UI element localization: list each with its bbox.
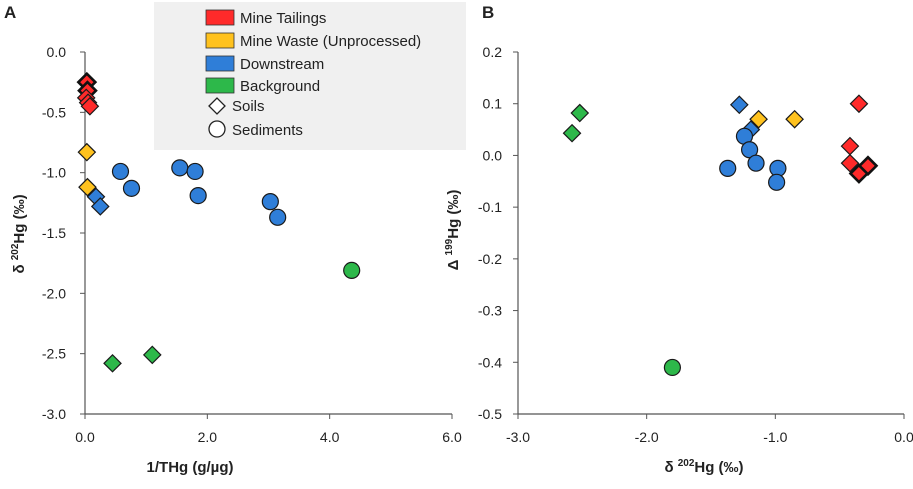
panel-b-y-tick-label: 0.1 xyxy=(483,96,503,112)
panel-a-y-tick-label: -2.0 xyxy=(42,285,66,301)
panel-a-point-background-diamond xyxy=(142,345,162,365)
panel-a-y-tick-label: -0.5 xyxy=(42,104,66,120)
panel-b-y-axis-title: Δ 199Hg (‰) xyxy=(444,190,462,271)
legend-label-soils: Soils xyxy=(232,98,265,115)
panel-a-y-axis-title: δ 202Hg (‰) xyxy=(10,194,28,273)
legend: Mine Tailings Mine Waste (Unprocessed) D… xyxy=(154,2,466,150)
panel-b-y-tick-label: -0.3 xyxy=(478,303,502,319)
panel-b-y-tick-label: -0.4 xyxy=(478,354,502,370)
panel-a-y-tick-label: 0.0 xyxy=(47,44,67,60)
legend-item-background: Background xyxy=(205,77,320,95)
legend-item-soils: Soils xyxy=(208,97,265,115)
panel-b-x-title-suffix: Hg (‰) xyxy=(694,459,743,476)
panel-a-point-downstream-circle xyxy=(111,162,130,181)
panel-b-point-background-diamond xyxy=(570,103,590,123)
panel-b-y-tick-label: 0.0 xyxy=(483,147,503,163)
panel-b-y-title-prefix: Δ xyxy=(445,255,462,270)
panel-a-y-title-suffix: Hg (‰) xyxy=(11,194,28,243)
legend-label-mine-waste: Mine Waste (Unprocessed) xyxy=(240,33,421,50)
panel-letter-a: A xyxy=(4,3,16,22)
panel-b-point-downstream-circle xyxy=(747,154,765,172)
panel-a-point-downstream-circle xyxy=(122,179,141,197)
panel-letter-b: B xyxy=(482,3,494,22)
panel-a-y-tick-label: -1.5 xyxy=(42,225,66,241)
panel-b-point-background-circle xyxy=(663,358,682,377)
legend-label-downstream: Downstream xyxy=(240,56,324,73)
panel-a-point-downstream-diamond xyxy=(90,197,110,216)
panel-b-y-title-suffix: Hg (‰) xyxy=(445,190,462,239)
legend-label-background: Background xyxy=(240,78,320,95)
panel-a-point-downstream-circle xyxy=(269,208,287,226)
legend-item-mine-tailings: Mine Tailings xyxy=(205,9,326,27)
legend-swatch-mine-tailings xyxy=(205,9,235,26)
panel-b-y-tick-label: -0.1 xyxy=(478,199,502,215)
panel-b-point-tailings-diamond xyxy=(840,153,860,173)
panel-b-x-tick-label: -2.0 xyxy=(635,429,659,445)
panel-b-x-tick-label: -1.0 xyxy=(763,429,787,445)
panel-b-point-tailings-diamond xyxy=(849,94,869,114)
legend-background xyxy=(154,2,466,150)
panel-b-point-background-diamond xyxy=(562,123,582,143)
panel-b-point-waste-diamond xyxy=(785,109,804,129)
panel-b-axes xyxy=(513,51,905,419)
legend-diamond-soils xyxy=(208,97,226,115)
panel-a-axes xyxy=(80,51,453,419)
panel-a-point-waste-diamond xyxy=(77,142,97,162)
panel-b-point-downstream-diamond xyxy=(729,95,749,115)
panel-b-x-tick-label: -3.0 xyxy=(506,429,530,445)
panel-a-point-downstream-circle xyxy=(171,159,189,177)
legend-item-downstream: Downstream xyxy=(205,55,324,73)
panel-a-y-title-prefix: δ xyxy=(11,260,28,273)
panel-b-points xyxy=(562,94,879,377)
panel-a-x-tick-label: 6.0 xyxy=(442,429,462,445)
panel-a-y-title-sup: 202 xyxy=(10,243,21,260)
legend-circle-sediments xyxy=(208,120,226,138)
panel-a-x-axis-title: 1/THg (g/µg) xyxy=(147,459,234,476)
panel-b-y-tick-label: 0.2 xyxy=(483,44,503,60)
panel-a-y-tick-labels: 0.0 -0.5 -1.0 -1.5 -2.0 -2.5 -3.0 xyxy=(42,44,66,422)
legend-swatch-background xyxy=(205,77,235,94)
panel-b-point-downstream-circle xyxy=(768,173,786,191)
panel-b-point-tailings-diamond xyxy=(840,136,860,156)
panel-b-y-tick-labels: 0.2 0.1 0.0 -0.1 -0.2 -0.3 -0.4 -0.5 xyxy=(478,44,502,422)
panel-a-point-tailings-diamond xyxy=(80,96,100,116)
panel-a-point-background-circle xyxy=(343,261,361,280)
legend-swatch-downstream xyxy=(205,55,235,72)
panel-b-y-tick-label: -0.2 xyxy=(478,251,502,267)
panel-b-x-tick-labels: -3.0 -2.0 -1.0 0.0 xyxy=(506,429,913,445)
panel-a-x-tick-labels: 0.0 2.0 4.0 6.0 xyxy=(75,429,462,445)
panel-a-point-background-diamond xyxy=(103,353,122,373)
panel-a-y-tick-label: -1.0 xyxy=(42,165,66,181)
panel-b-point-waste-diamond xyxy=(749,109,768,129)
panel-a-point-downstream-circle xyxy=(261,193,279,211)
panel-b-point-tailings-diamond xyxy=(857,155,879,177)
panel-b-x-tick-label: 0.0 xyxy=(894,429,913,445)
legend-swatch-mine-waste xyxy=(205,32,235,49)
panel-a-x-tick-label: 2.0 xyxy=(198,429,218,445)
panel-b-x-title-prefix: δ xyxy=(664,459,677,476)
panel-a-point-downstream-circle xyxy=(189,186,207,205)
panel-b-y-title-sup: 199 xyxy=(444,238,455,255)
panel-b-point-downstream-circle xyxy=(719,159,737,177)
legend-item-sediments: Sediments xyxy=(208,120,303,139)
legend-item-mine-waste: Mine Waste (Unprocessed) xyxy=(205,32,421,50)
panel-b-y-tick-label: -0.5 xyxy=(478,406,502,422)
panel-a-y-tick-label: -3.0 xyxy=(42,406,66,422)
panel-b-x-title-sup: 202 xyxy=(678,458,695,469)
legend-label-sediments: Sediments xyxy=(232,122,303,139)
panel-a-point-waste-diamond xyxy=(78,177,97,197)
panel-b-x-axis-title: δ 202Hg (‰) xyxy=(664,458,743,476)
panel-a-points xyxy=(76,71,361,373)
panel-a-x-tick-label: 0.0 xyxy=(75,429,95,445)
panel-a-x-tick-label: 4.0 xyxy=(320,429,340,445)
panel-a-point-downstream-circle xyxy=(186,162,204,181)
panel-a-y-tick-label: -2.5 xyxy=(42,346,66,362)
legend-label-mine-tailings: Mine Tailings xyxy=(240,10,326,27)
